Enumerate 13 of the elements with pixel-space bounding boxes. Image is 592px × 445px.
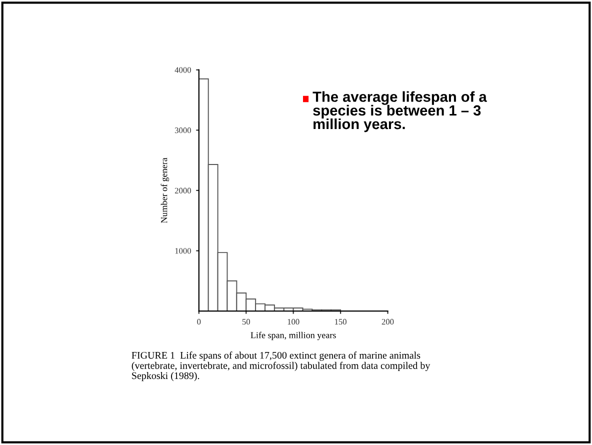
x-tick-label: 150 [335, 318, 346, 325]
y-tick-label: 3000 [175, 128, 191, 134]
x-tick-label: 50 [242, 318, 250, 325]
y-axis-title: Number of genera [160, 158, 170, 224]
x-tick-label: 0 [197, 318, 201, 325]
y-tick-label: 4000 [174, 67, 191, 73]
x-tick-label: 100 [288, 318, 300, 325]
annotation: The average lifespan of a species is between 1 – 3 million years. [312, 91, 487, 132]
x-tick-label: 200 [382, 318, 394, 325]
y-tick-label: 2000 [174, 188, 191, 194]
x-axis-title: Life span, million years [250, 332, 336, 340]
y-tick-label: 1000 [175, 248, 191, 254]
caption: FIGURE 1 Life spans of about 17,500 extinct genera of marine animals (vertebrate, invertebrate, and microfossil) tabulated from data compiled by Sepkoski (1989). [132, 352, 430, 382]
